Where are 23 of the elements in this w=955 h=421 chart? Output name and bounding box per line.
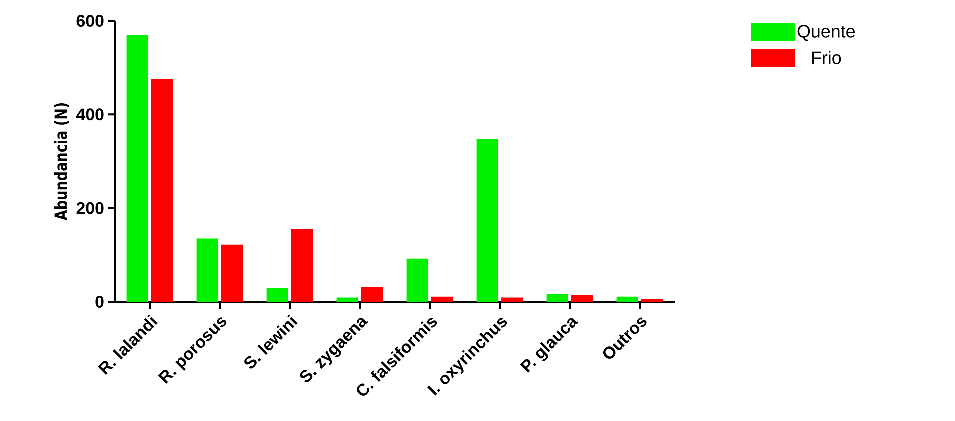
bar <box>406 258 429 302</box>
y-axis-title: Abundancia (N) <box>54 104 70 221</box>
y-tick-label: 400 <box>76 108 104 121</box>
bar <box>432 296 454 302</box>
bar <box>546 294 569 302</box>
y-tick-label: 0 <box>96 296 104 308</box>
bar <box>126 35 149 302</box>
bar <box>266 288 289 302</box>
legend-label: Frio <box>812 51 842 64</box>
bar <box>572 294 594 302</box>
bar <box>196 238 219 302</box>
legend-label: Quente <box>798 25 856 42</box>
bar <box>502 298 524 302</box>
y-tick-label: 200 <box>76 202 104 214</box>
bar <box>336 298 359 302</box>
bar <box>222 244 244 302</box>
bar <box>616 296 639 302</box>
bar <box>152 79 174 302</box>
bar <box>642 299 664 302</box>
y-tick-label: 600 <box>76 15 104 28</box>
bar <box>476 139 499 302</box>
bar <box>292 228 314 302</box>
bar <box>362 287 384 302</box>
